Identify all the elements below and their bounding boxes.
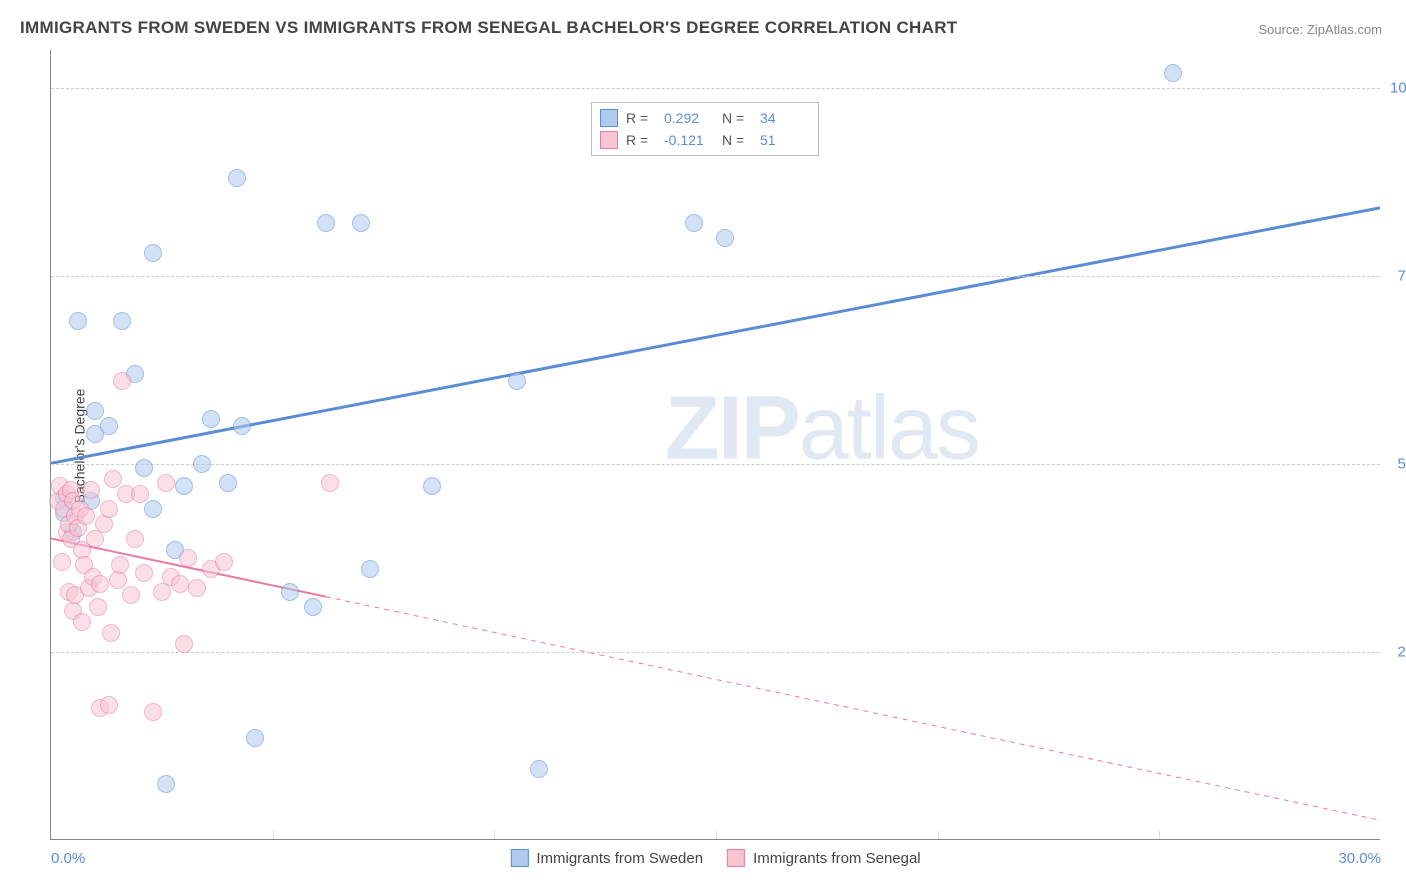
data-point [202,410,220,428]
gridline-h [51,464,1380,465]
gridline-v [716,831,717,839]
data-point [716,229,734,247]
data-point [135,459,153,477]
chart-title: IMMIGRANTS FROM SWEDEN VS IMMIGRANTS FRO… [20,18,957,38]
gridline-h [51,276,1380,277]
data-point [281,583,299,601]
legend-item-senegal: Immigrants from Senegal [727,849,921,867]
n-value-sweden: 34 [760,110,810,126]
data-point [126,530,144,548]
source-label: Source: ZipAtlas.com [1258,22,1382,37]
data-point [100,696,118,714]
swatch-sweden-icon [510,849,528,867]
data-point [246,729,264,747]
data-point [91,575,109,593]
gridline-v [494,831,495,839]
data-point [188,579,206,597]
gridline-v [938,831,939,839]
data-point [361,560,379,578]
y-tick-label: 100.0% [1390,79,1406,96]
chart-plot-area: ZIPatlas R = 0.292 N = 34 R = -0.121 N =… [50,50,1380,840]
n-value-senegal: 51 [760,132,810,148]
x-tick-label: 30.0% [1338,850,1381,867]
legend-row-sweden: R = 0.292 N = 34 [600,107,810,129]
data-point [113,312,131,330]
data-point [82,481,100,499]
data-point [73,613,91,631]
data-point [157,474,175,492]
data-point [171,575,189,593]
data-point [104,470,122,488]
data-point [321,474,339,492]
data-point [157,775,175,793]
data-point [530,760,548,778]
legend-label-senegal: Immigrants from Senegal [753,850,921,867]
legend-correlation: R = 0.292 N = 34 R = -0.121 N = 51 [591,102,819,156]
swatch-sweden [600,109,618,127]
legend-series: Immigrants from Sweden Immigrants from S… [510,849,920,867]
data-point [135,564,153,582]
data-point [100,417,118,435]
gridline-v [273,831,274,839]
data-point [228,169,246,187]
data-point [352,214,370,232]
gridline-v [1159,831,1160,839]
y-tick-label: 25.0% [1390,643,1406,660]
data-point [86,402,104,420]
data-point [508,372,526,390]
data-point [423,477,441,495]
data-point [685,214,703,232]
data-point [113,372,131,390]
data-point [233,417,251,435]
gridline-h [51,88,1380,89]
r-value-sweden: 0.292 [664,110,714,126]
x-tick-label: 0.0% [51,850,85,867]
data-point [100,500,118,518]
data-point [131,485,149,503]
data-point [102,624,120,642]
trend-lines [51,50,1380,839]
data-point [193,455,211,473]
swatch-senegal-icon [727,849,745,867]
data-point [89,598,107,616]
legend-row-senegal: R = -0.121 N = 51 [600,129,810,151]
y-tick-label: 75.0% [1390,267,1406,284]
data-point [144,703,162,721]
data-point [111,556,129,574]
legend-item-sweden: Immigrants from Sweden [510,849,703,867]
data-point [175,635,193,653]
gridline-h [51,652,1380,653]
r-value-senegal: -0.121 [664,132,714,148]
legend-label-sweden: Immigrants from Sweden [536,850,703,867]
data-point [144,244,162,262]
y-tick-label: 50.0% [1390,455,1406,472]
data-point [219,474,237,492]
data-point [215,553,233,571]
data-point [179,549,197,567]
data-point [144,500,162,518]
data-point [304,598,322,616]
swatch-senegal [600,131,618,149]
data-point [122,586,140,604]
data-point [317,214,335,232]
data-point [1164,64,1182,82]
data-point [69,312,87,330]
data-point [175,477,193,495]
data-point [53,553,71,571]
data-point [77,507,95,525]
